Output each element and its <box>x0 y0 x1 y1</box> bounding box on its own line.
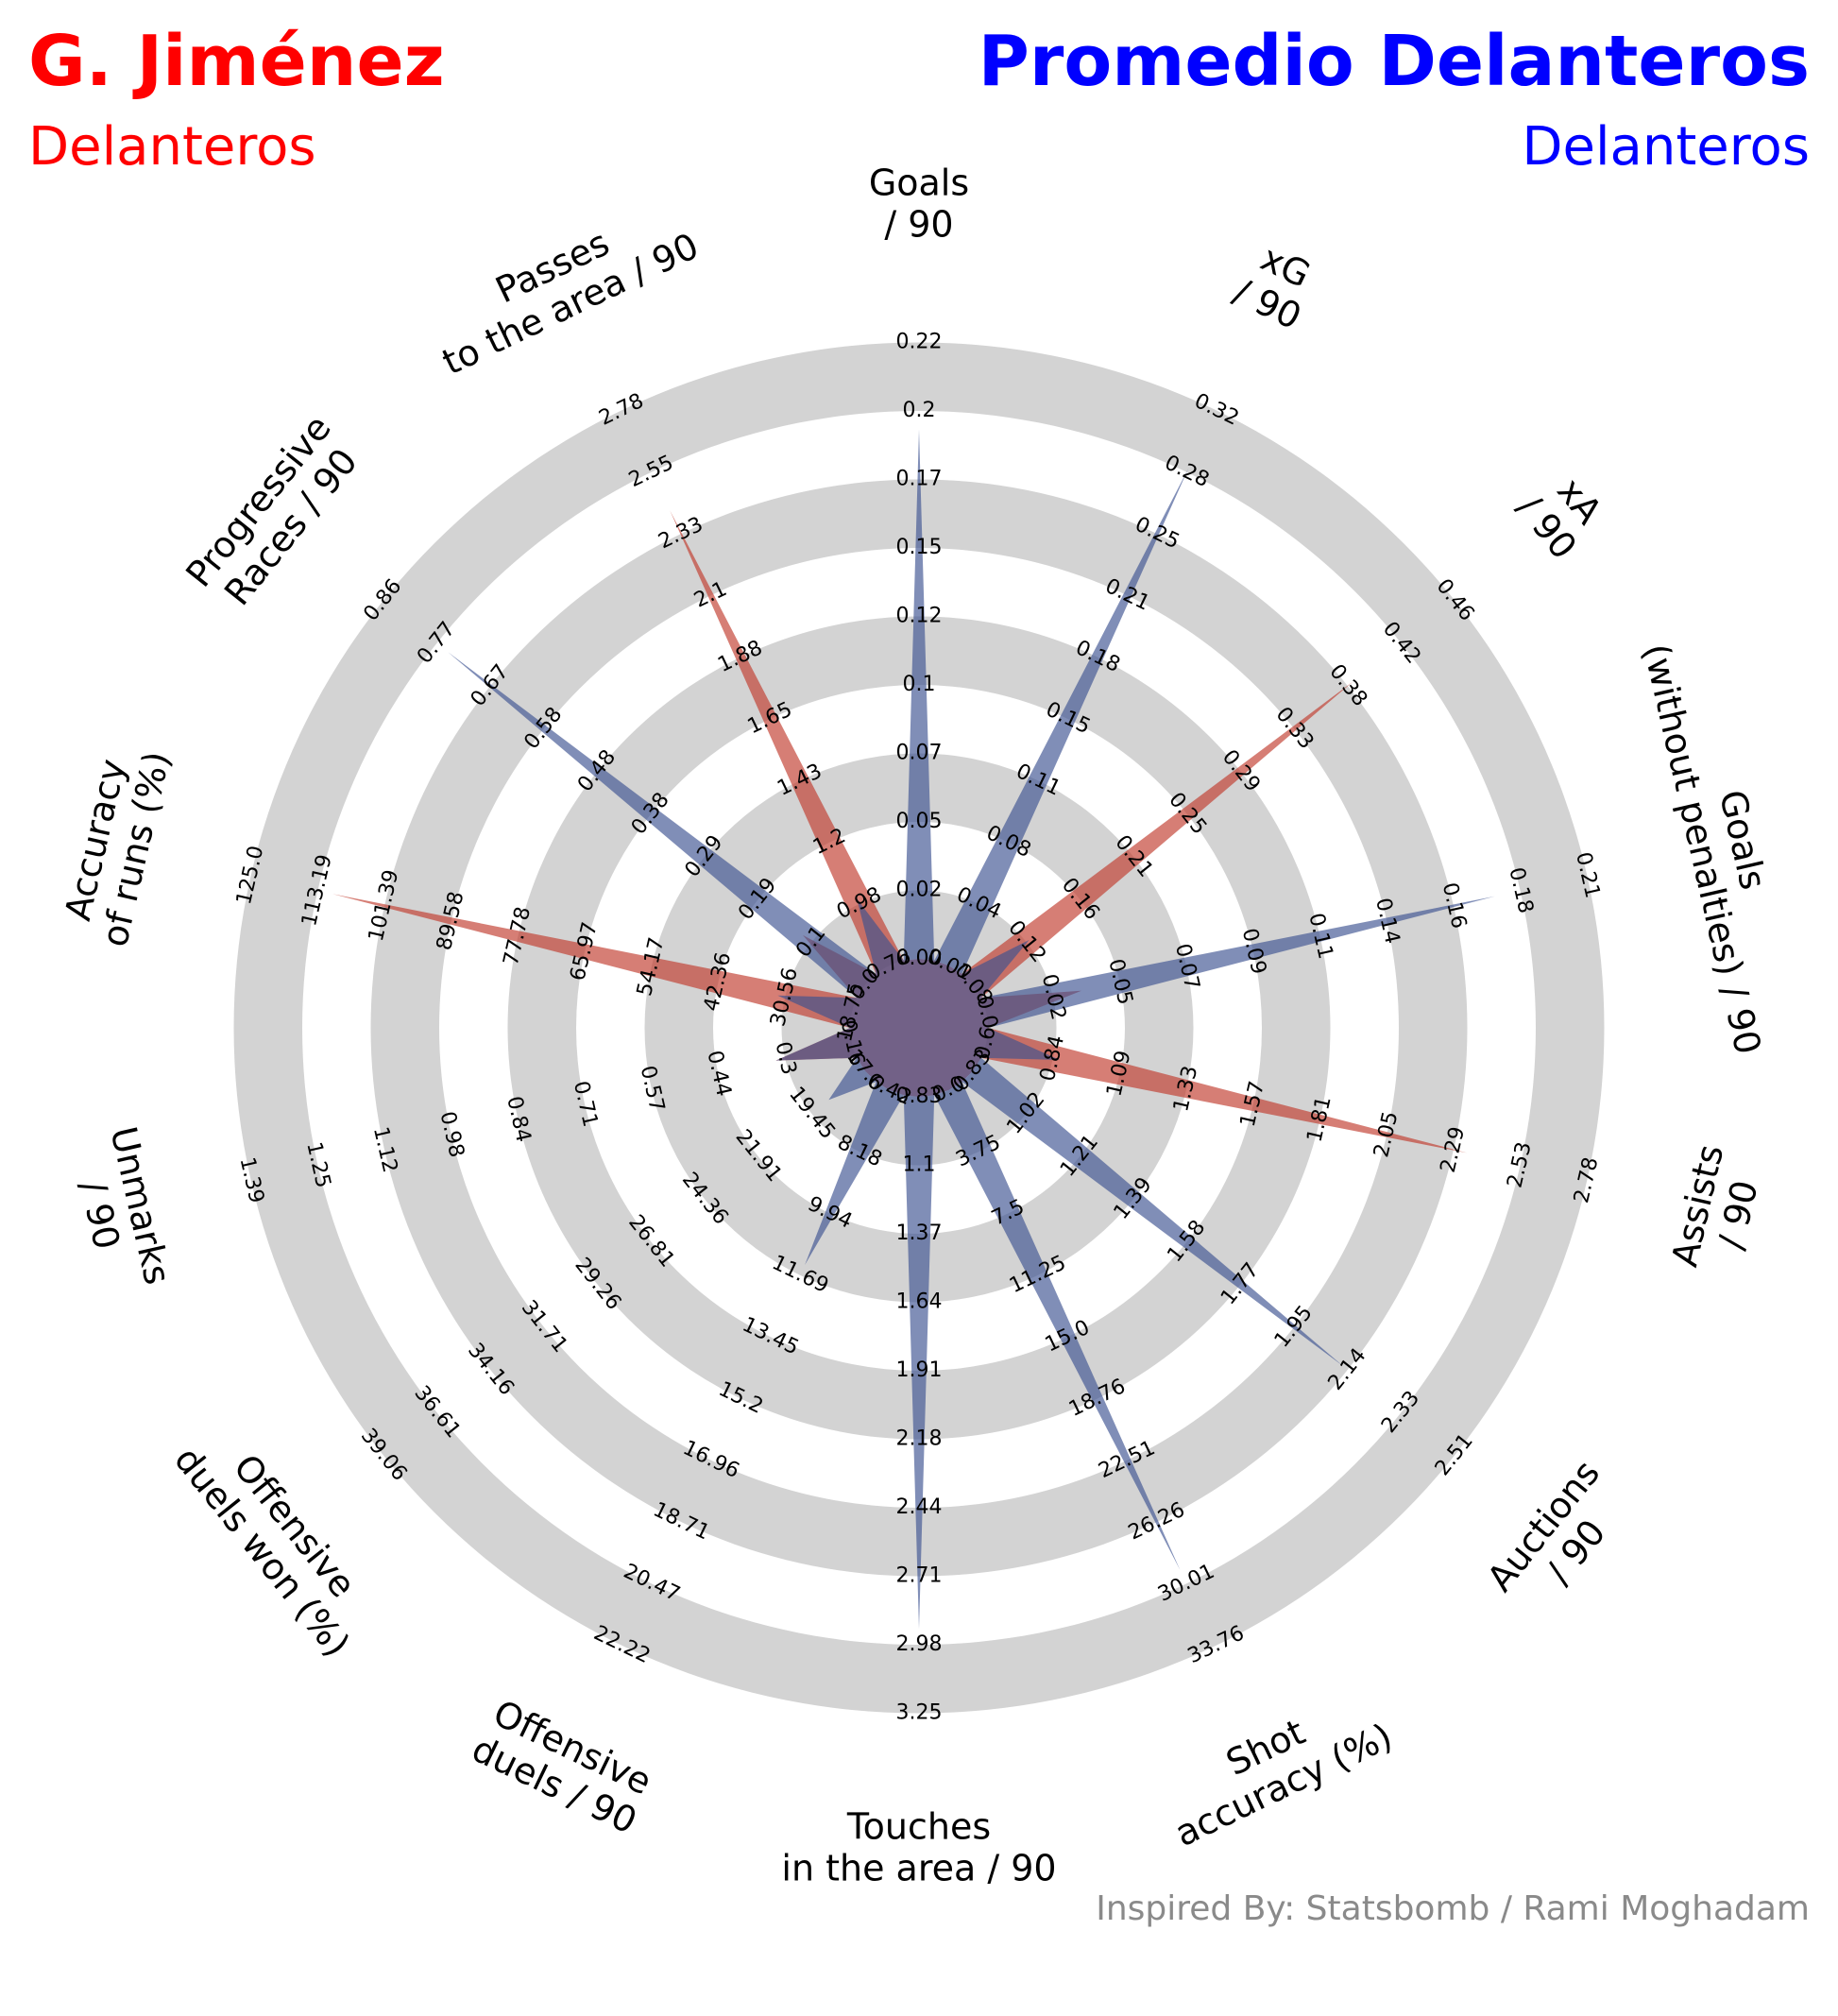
parameter-label-line: Goals <box>869 162 969 204</box>
player-position-subtitle: Delanteros <box>28 116 316 178</box>
range-tick-label: 3.25 <box>896 1701 943 1725</box>
range-tick-label: 0.00 <box>896 947 943 970</box>
parameter-label: xG/ 90 <box>1227 237 1317 337</box>
parameter-label: Goals/ 90 <box>869 162 969 246</box>
range-tick-label: 1.91 <box>896 1358 943 1382</box>
radar-polygons <box>332 429 1495 1630</box>
range-tick-label: 0.2 <box>903 399 936 422</box>
parameter-label: Unmarks/ 90 <box>72 1123 179 1289</box>
range-tick-label: 2.71 <box>896 1564 943 1588</box>
range-tick-label: 2.18 <box>896 1427 943 1451</box>
parameter-label-line: Touches <box>846 1806 991 1848</box>
range-tick-label: 0.1 <box>903 673 936 696</box>
parameter-label: Assists/ 90 <box>1663 1141 1765 1271</box>
range-tick-label: 2.44 <box>896 1495 943 1519</box>
range-tick-label: 1.64 <box>896 1290 943 1314</box>
credit-text: Inspired By: Statsbomb / Rami Moghadam <box>1096 1889 1810 1928</box>
range-tick-label: 0.22 <box>896 331 943 354</box>
range-tick-label: 0.02 <box>896 879 943 902</box>
range-tick-label: 0.12 <box>896 605 943 628</box>
parameter-label: Auctions/ 90 <box>1479 1452 1614 1598</box>
range-tick-label: 0.17 <box>896 468 943 491</box>
range-tick-label: 2.98 <box>896 1632 943 1656</box>
range-tick-label: 1.1 <box>903 1153 936 1177</box>
range-tick-label: 0.15 <box>896 536 943 559</box>
comparison-title: Promedio Delanteros <box>978 21 1810 102</box>
comparison-position-subtitle: Delanteros <box>1522 116 1810 178</box>
parameter-label: xA/ 90 <box>1509 470 1610 567</box>
range-tick-label: 0.07 <box>896 742 943 765</box>
range-tick-label: 1.37 <box>896 1222 943 1245</box>
range-tick-label: 0.83 <box>896 1085 943 1108</box>
parameter-label-line: in the area / 90 <box>781 1848 1056 1889</box>
player-name-title: G. Jiménez <box>28 21 445 102</box>
average-polygon <box>448 429 1495 1630</box>
parameter-label-line: / 90 <box>884 204 953 246</box>
parameter-label: Goals(without penalties) / 90 <box>1635 640 1774 1058</box>
range-tick-label: 0.05 <box>896 810 943 833</box>
